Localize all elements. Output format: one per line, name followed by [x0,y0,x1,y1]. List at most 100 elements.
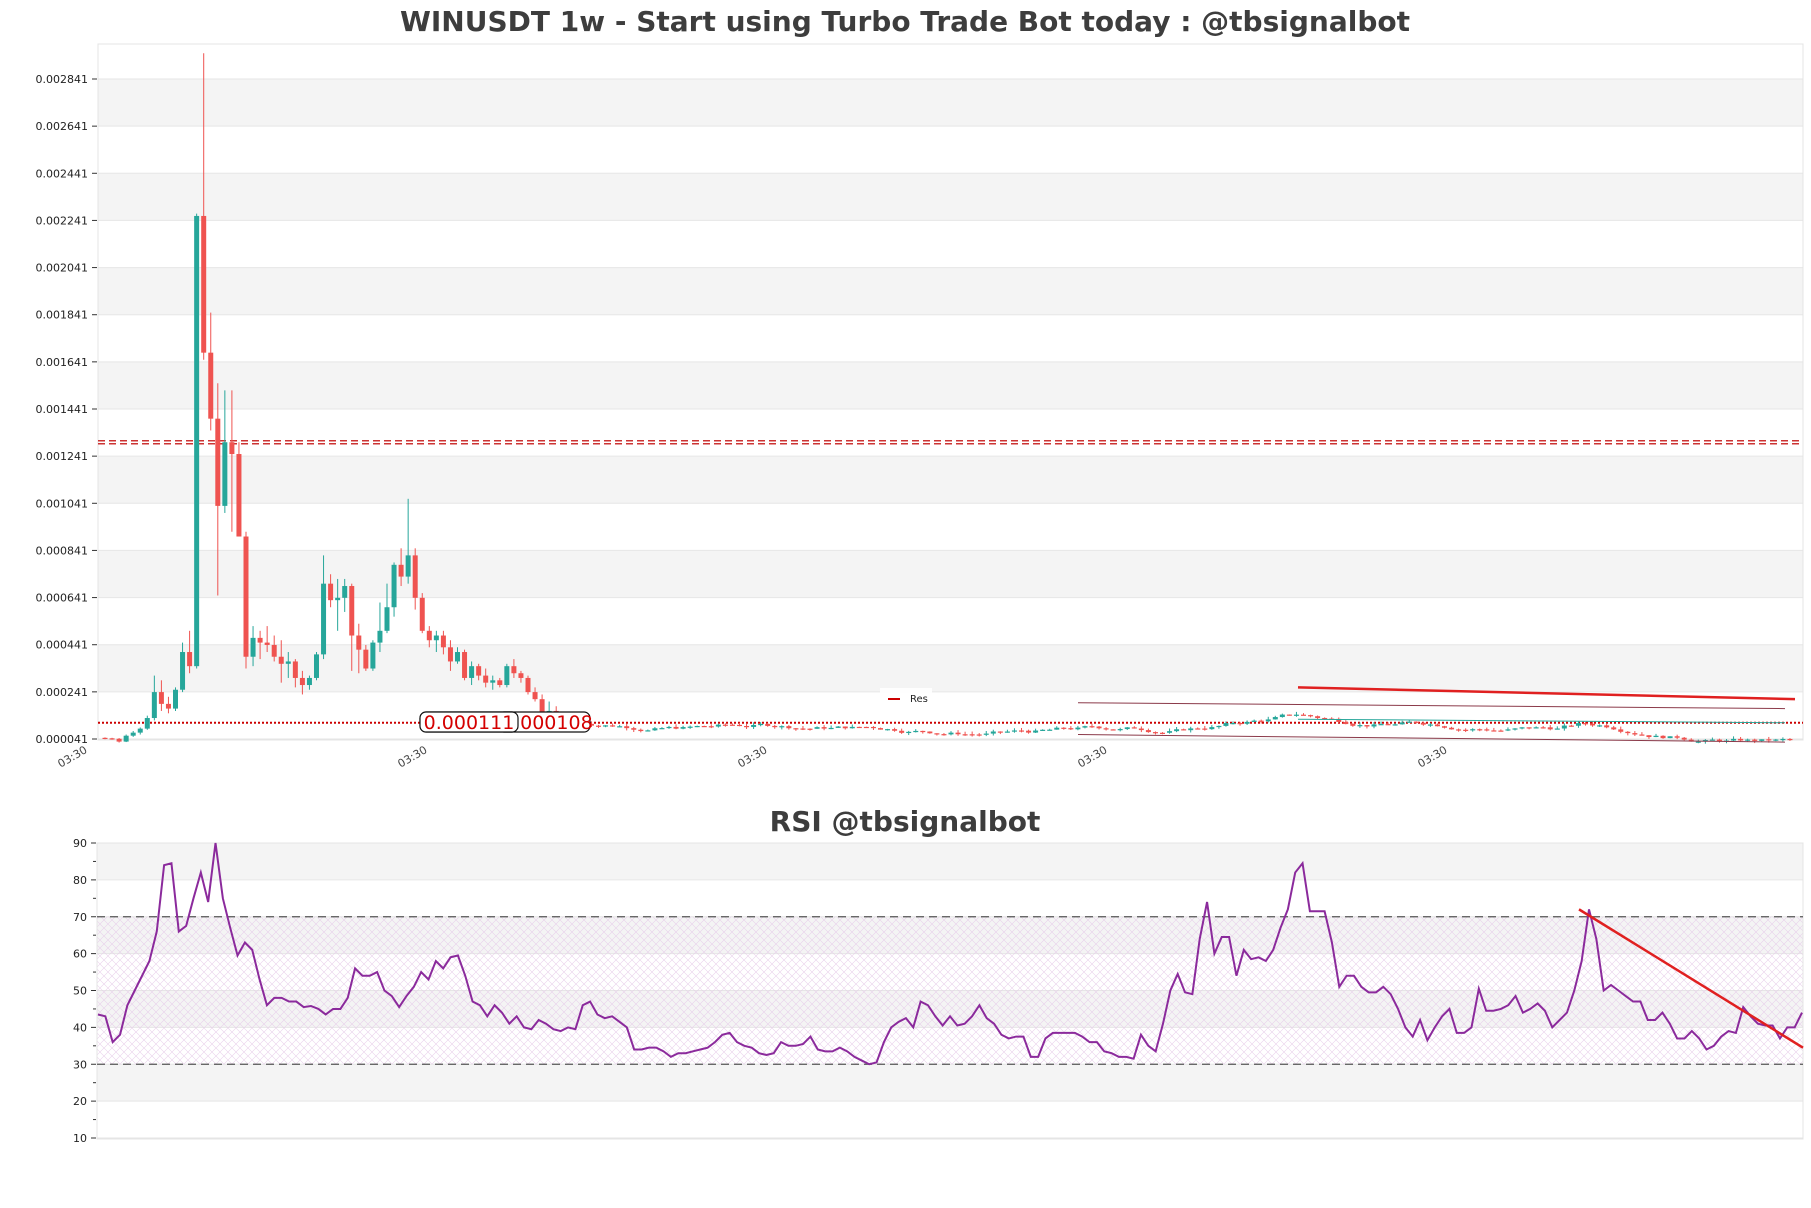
candle-body [1731,738,1737,741]
candle-body [1554,728,1560,730]
candle-body [292,661,298,678]
candle-body [1392,724,1398,726]
price-plot-area: 0.000041 0.000241 0.000441 0.000641 0.000841… [36,43,1804,770]
rsi-level-lines [97,916,1803,1065]
candle-body [1498,730,1504,732]
candle-body [807,728,813,730]
rsi-trend-line [1578,908,1804,1049]
candle-body [737,724,742,727]
candle-body [1160,732,1165,734]
candle-body [1040,729,1046,731]
candle-body [539,699,545,714]
candle-body [130,732,136,736]
candle-body [419,597,425,631]
candle-body [173,689,178,709]
price-y-tick-label: 0.002241 [36,214,89,227]
candle-body [927,731,933,734]
candle-body [1681,737,1687,740]
candle-body [1604,725,1610,728]
candle-body [1322,717,1328,720]
candle-body [906,731,912,734]
rsi-neutral-zone [97,916,1803,1065]
candle-body [1716,739,1722,742]
main-chart-title: WINUSDT 1w - Start using Turbo Trade Bot… [400,5,1410,38]
candle-body [1625,731,1631,734]
candle-body [1110,729,1116,731]
price-grid-bands [98,78,1803,740]
candle-body [617,726,623,728]
candle-body [1308,715,1314,717]
candle-body [1611,727,1617,730]
candle-body [1540,727,1546,729]
candle-body [1738,738,1744,741]
candle-body [680,727,686,729]
candle-body [532,692,538,700]
candle-body [1216,725,1222,728]
price-label-current-front-text: 0.000111 [424,712,515,734]
candle-body [1463,729,1469,731]
candle-body [1336,718,1342,722]
price-y-tick-label: 0.001241 [36,450,89,463]
candle-body [744,725,750,728]
candle-body [913,730,919,733]
candle-body [624,726,630,729]
candle-body [314,654,319,678]
candle-body [666,726,672,729]
price-label-current-front: 0.000111 [419,711,519,734]
candle-body [144,718,150,729]
candle-body [1230,722,1236,725]
price-y-tick-label: 0.002641 [36,120,89,133]
candle-body [236,454,242,537]
candle-body [659,728,665,730]
candle-body [1484,729,1490,731]
candle-body [863,726,869,729]
candle-body [208,352,214,419]
price-y-tick-label: 0.000441 [36,639,89,652]
candle-body [631,728,637,730]
price-grid-band [98,79,1803,127]
candle-body [1272,717,1278,720]
candle-body [165,703,171,709]
price-x-axis: 03:30 03:30 03:30 03:30 03:30 [56,743,1450,770]
candle-body [603,725,609,727]
candle-body [1533,727,1539,729]
candle-body [1434,724,1440,727]
candle-body [1357,725,1363,727]
candle-body [638,729,644,732]
candle-body [405,555,411,577]
candle-body [1054,727,1060,730]
candle-body [596,725,601,727]
candle-body [800,728,806,730]
rsi-y-tick-label: 30 [73,1058,87,1071]
candle-body [180,652,186,690]
candle-body [899,730,905,733]
candle-body [1470,729,1476,731]
candle-body [1787,738,1793,741]
candle-body [426,630,432,641]
candle-body [1491,730,1497,732]
price-grid-band [98,550,1803,598]
channel-mid-line [1297,718,1786,724]
candle-body [1745,739,1751,741]
rsi-y-tick-label: 90 [73,837,87,850]
rsi-y-tick-label: 40 [73,1021,87,1034]
candle-body [610,725,616,727]
price-plot-frame [97,43,1804,741]
candle-body [1265,719,1271,722]
candle-body [983,733,989,735]
candle-body [920,730,926,733]
candle-body [1674,736,1680,738]
candle-body [447,647,453,662]
candle-body [1293,714,1299,716]
candle-body [708,726,714,728]
candle-body [1047,729,1053,731]
candle-body [1279,714,1285,718]
price-grid-band [98,173,1803,221]
candle-body [821,727,827,729]
price-x-tick-label: 03:30 [736,743,770,770]
price-y-tick-label: 0.002841 [36,73,89,86]
candle-body [729,724,735,726]
candle-body [941,734,947,736]
candle-body [1068,728,1074,730]
